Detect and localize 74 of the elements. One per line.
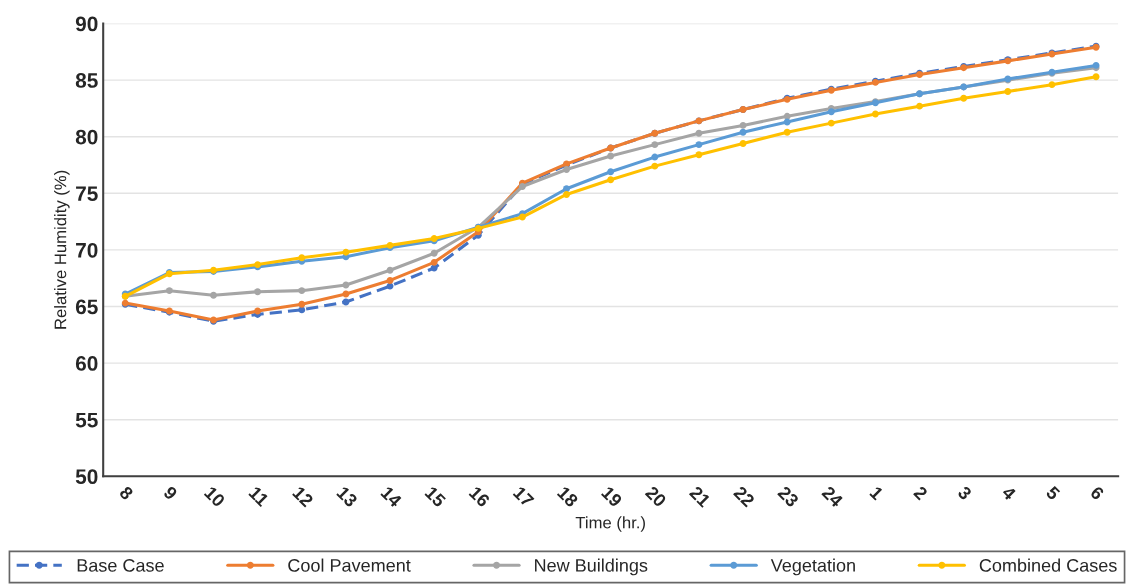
x-tick-label: 22 [733,485,756,508]
legend-label: New Buildings [535,558,648,576]
x-tick-label: 2 [913,485,929,501]
x-tick-label: 4 [1001,485,1017,501]
point [1092,73,1100,81]
x-tick-label: 23 [777,485,800,508]
x-tick-label: 18 [556,485,579,508]
x-tick-label: 12 [292,485,314,508]
point [651,153,659,161]
point [695,141,703,149]
x-tick-label: 14 [380,485,403,508]
point [342,248,350,256]
x-tick-label: 11 [248,485,270,508]
point [783,118,791,126]
y-axis-title: Relative Humidity (%) [54,170,70,329]
x-tick-label: 19 [600,485,623,508]
point [739,128,747,136]
point [386,266,394,274]
y-tick-label: 80 [75,129,98,145]
y-tick-label: 60 [75,356,98,371]
x-tick-label: 8 [118,485,135,501]
y-tick-label: 70 [76,242,98,258]
point [695,151,703,159]
point [165,287,173,295]
x-tick-label: 24 [821,485,844,508]
x-tick-label: 6 [1089,485,1105,501]
point [607,176,615,184]
point [739,140,747,147]
x-tick-label: 10 [203,485,226,508]
point [1048,81,1056,89]
y-tick-label: 85 [75,73,98,88]
point [871,110,879,118]
point [563,185,570,193]
point [254,288,262,296]
x-axis-title: Time (hr.) [575,516,645,532]
y-tick-label: 75 [76,186,98,202]
y-tick-label: 55 [75,412,98,428]
point [695,129,703,137]
point [783,128,791,136]
x-tick-label: 20 [644,485,667,508]
point [563,166,570,174]
legend-label: Cool Pavement [288,558,411,572]
y-tick-label: 90 [75,16,98,32]
point [563,190,570,198]
x-tick-label: 3 [956,485,973,501]
legend-label: Combined Cases [979,558,1117,572]
point [827,119,835,127]
point [430,258,438,266]
x-tick-label: 17 [512,485,535,508]
x-tick-label: 16 [468,485,491,508]
x-tick-label: 5 [1045,485,1061,501]
x-tick-label: 9 [162,485,179,501]
y-tick-label: 65 [75,299,98,315]
point [827,108,835,116]
point [651,162,659,170]
x-tick-label: 13 [336,485,359,508]
x-tick-label: 15 [424,485,447,508]
point [298,300,306,308]
legend-label: Vegetation [770,558,855,576]
x-tick-label: 1 [869,485,885,501]
point [916,102,924,110]
point [1004,87,1012,95]
point [386,276,394,284]
legend-label: Base Case [77,559,164,572]
y-tick-label: 50 [75,469,98,485]
point [430,249,438,257]
point [298,287,306,295]
point [210,291,217,299]
point [607,152,615,160]
point [651,141,659,149]
point [739,121,747,129]
point [607,168,615,176]
x-tick-label: 21 [688,485,712,508]
point [960,94,968,102]
